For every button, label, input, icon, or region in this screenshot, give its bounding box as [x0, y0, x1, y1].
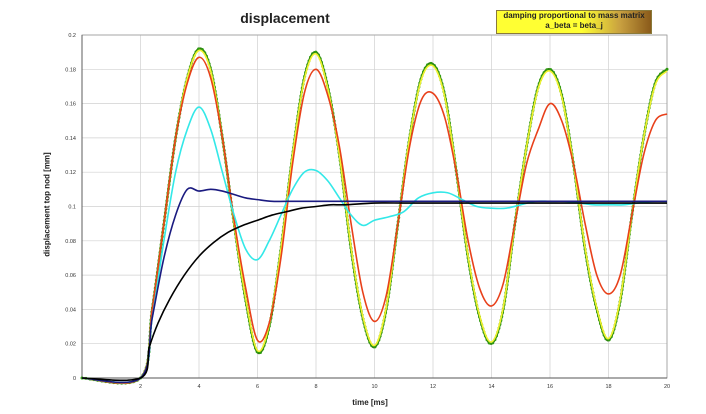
- data-point: [429, 61, 433, 65]
- series-line-6: [81, 202, 667, 382]
- x-tick-label: 4: [197, 384, 200, 390]
- y-tick-label: 0.08: [65, 239, 76, 245]
- data-point: [665, 67, 669, 71]
- y-tick-label: 0.14: [65, 136, 76, 142]
- x-tick-label: 12: [430, 384, 436, 390]
- x-tick-label: 20: [664, 384, 670, 390]
- legend-line-2: a_beta = beta_j: [545, 21, 603, 30]
- x-tick-label: 6: [256, 384, 259, 390]
- y-tick-label: 0.06: [65, 273, 76, 279]
- x-tick-label: 10: [371, 384, 377, 390]
- series-line-3: [81, 56, 668, 384]
- axes: [81, 34, 668, 379]
- x-tick-label: 14: [488, 384, 494, 390]
- x-axis-label: time [ms]: [352, 398, 388, 407]
- y-tick-label: 0.04: [65, 307, 76, 313]
- y-tick-label: 0.18: [65, 67, 76, 73]
- y-tick-label: 0.12: [65, 170, 76, 176]
- y-tick-label: 0.1: [68, 205, 76, 211]
- chart-title: displacement: [240, 10, 330, 26]
- legend: damping proportional to mass matrix a_be…: [496, 10, 652, 34]
- y-tick-label: 0: [73, 376, 76, 382]
- legend-line-1: damping proportional to mass matrix: [503, 11, 645, 20]
- y-tick-label: 0.02: [65, 342, 76, 348]
- y-tick-label: 0.16: [65, 102, 76, 108]
- x-tick-label: 2: [139, 384, 142, 390]
- x-tick-label: 8: [314, 384, 317, 390]
- y-axis-label: displacement top nod [mm]: [42, 152, 52, 257]
- series-line-5: [81, 187, 667, 384]
- y-tick-label: 0.2: [68, 33, 76, 39]
- x-tick-label: 16: [547, 384, 553, 390]
- data-point: [314, 50, 318, 54]
- tick-labels: 0 0.02 0.04 0.06 0.08 0.1 0.12 0.14 0.16 0.18 0.2 2…: [65, 33, 670, 390]
- series: [80, 47, 669, 385]
- x-tick-label: 18: [605, 384, 611, 390]
